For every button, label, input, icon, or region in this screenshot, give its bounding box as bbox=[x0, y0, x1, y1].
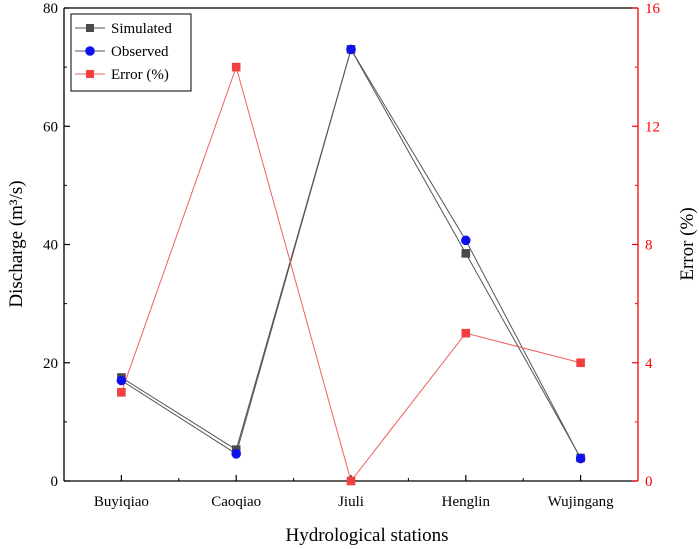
legend-label-0: Simulated bbox=[111, 21, 172, 37]
x-tick-label: Jiuli bbox=[338, 494, 364, 510]
data-point-1 bbox=[346, 44, 356, 55]
data-point-2 bbox=[231, 62, 241, 72]
x-tick-label: Henglin bbox=[442, 494, 491, 510]
data-point-1 bbox=[116, 375, 127, 386]
data-point-2 bbox=[117, 388, 126, 397]
legend-marker-2 bbox=[86, 70, 94, 78]
data-point-1 bbox=[461, 235, 471, 246]
y-left-tick-label: 20 bbox=[43, 356, 58, 372]
legend-label-1: Observed bbox=[111, 44, 169, 60]
y-left-tick-label: 40 bbox=[43, 238, 58, 254]
y-axis-right-title: Error (%) bbox=[677, 207, 698, 280]
y-axis-left-title: Discharge (m³/s) bbox=[6, 180, 27, 307]
legend-marker-1 bbox=[85, 46, 95, 56]
x-axis-title: Hydrological stations bbox=[285, 525, 448, 546]
y-left-tick-label: 80 bbox=[43, 1, 58, 17]
y-right-tick-label: 12 bbox=[645, 119, 660, 135]
y-right-tick-label: 4 bbox=[645, 356, 653, 372]
series-line-1 bbox=[121, 48, 582, 459]
y-left-tick-label: 0 bbox=[51, 474, 59, 490]
series-line-2 bbox=[120, 65, 581, 483]
data-point-1 bbox=[231, 449, 241, 459]
series-line-0 bbox=[121, 48, 582, 459]
legend-marker-0 bbox=[86, 24, 94, 32]
data-point-2 bbox=[461, 328, 471, 338]
legend-label-2: Error (%) bbox=[111, 67, 169, 83]
y-right-tick-label: 8 bbox=[645, 238, 653, 254]
y-right-tick-label: 0 bbox=[645, 474, 653, 490]
x-tick-label: Caoqiao bbox=[211, 494, 261, 510]
x-tick-label: Buyiqiao bbox=[94, 494, 149, 510]
y-left-tick-label: 60 bbox=[43, 119, 58, 135]
y-right-tick-label: 16 bbox=[645, 1, 661, 17]
data-point-2 bbox=[346, 476, 356, 486]
data-point-0 bbox=[461, 249, 471, 258]
data-point-1 bbox=[575, 453, 586, 464]
x-tick-label: Wujingang bbox=[548, 494, 615, 510]
data-point-2 bbox=[576, 358, 585, 368]
